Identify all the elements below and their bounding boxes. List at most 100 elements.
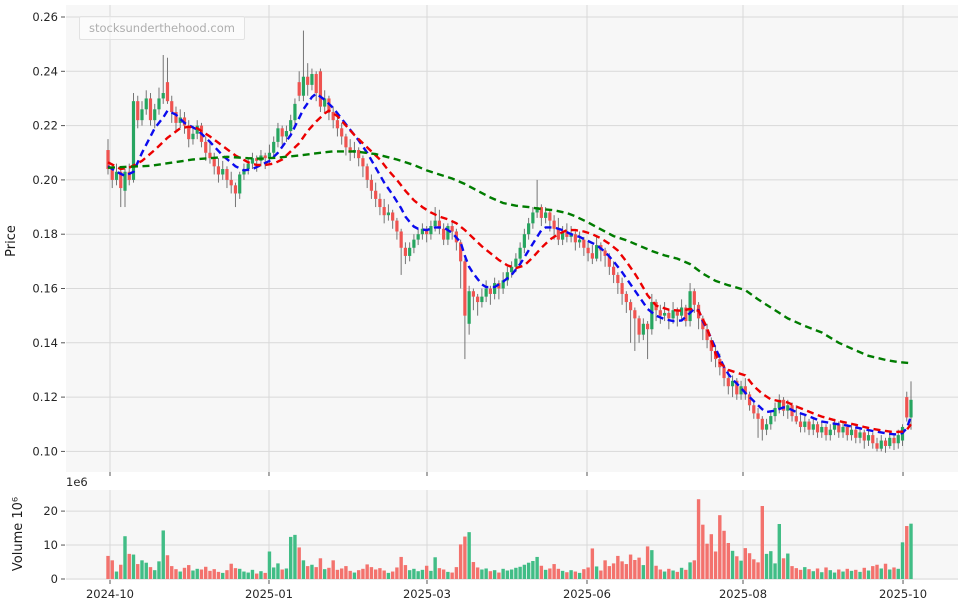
candle-body bbox=[671, 310, 675, 319]
candle-body bbox=[752, 405, 756, 414]
volume-bar bbox=[824, 567, 828, 579]
candle bbox=[866, 429, 871, 446]
volume-bar bbox=[344, 566, 348, 579]
candle-body bbox=[662, 312, 667, 316]
price-tick-label: 0.16 bbox=[32, 282, 58, 296]
candle-body bbox=[459, 242, 463, 262]
candle bbox=[114, 163, 119, 186]
candle-body bbox=[875, 443, 879, 449]
volume-bar bbox=[416, 571, 420, 579]
volume-bar bbox=[743, 548, 748, 579]
volume-bar bbox=[182, 567, 187, 579]
candle-body bbox=[811, 424, 815, 430]
volume-bar bbox=[174, 569, 178, 579]
candle-body bbox=[276, 128, 280, 142]
candle-body bbox=[284, 131, 289, 137]
candle-body bbox=[476, 296, 480, 303]
candle bbox=[157, 87, 161, 115]
volume-bar bbox=[535, 556, 539, 579]
candle-body bbox=[425, 228, 429, 235]
candle-body bbox=[539, 207, 543, 218]
candle-body bbox=[645, 323, 650, 330]
volume-bar bbox=[386, 572, 391, 579]
candles-layer bbox=[106, 30, 913, 453]
volume-bar bbox=[909, 523, 913, 579]
candle-body bbox=[161, 93, 165, 99]
candle bbox=[828, 424, 832, 441]
volume-bar bbox=[382, 570, 386, 579]
volume-bar bbox=[170, 566, 174, 579]
volume-bar bbox=[675, 571, 680, 579]
candle-body bbox=[136, 101, 140, 121]
candle bbox=[314, 71, 318, 102]
volume-tick-label: 0 bbox=[51, 572, 58, 586]
candle bbox=[463, 258, 467, 360]
volume-bar bbox=[484, 568, 488, 579]
candle-body bbox=[628, 302, 633, 311]
candle bbox=[611, 261, 616, 284]
candle-body bbox=[849, 429, 854, 436]
candle-body bbox=[267, 152, 272, 159]
candle-body bbox=[484, 288, 488, 297]
volume-bar bbox=[191, 570, 195, 579]
candle-body bbox=[420, 228, 425, 235]
volume-bar bbox=[577, 572, 582, 579]
candle bbox=[280, 125, 284, 145]
volume-bar bbox=[607, 566, 612, 579]
volume-bar bbox=[905, 526, 909, 579]
volume-bar bbox=[276, 563, 280, 579]
volume-bar bbox=[157, 561, 161, 579]
candle bbox=[888, 432, 892, 449]
volume-bar bbox=[514, 567, 518, 579]
candle bbox=[374, 182, 378, 208]
candle-body bbox=[191, 133, 195, 140]
price-tick-label: 0.14 bbox=[32, 336, 58, 350]
volume-bar bbox=[327, 567, 331, 579]
candle-body bbox=[590, 253, 594, 259]
candle-body bbox=[471, 291, 475, 297]
candle bbox=[233, 182, 238, 208]
volume-bar bbox=[263, 572, 267, 579]
candle bbox=[616, 272, 620, 294]
volume-bar bbox=[560, 570, 565, 579]
candle bbox=[756, 407, 760, 438]
volume-bar bbox=[628, 554, 633, 579]
candle bbox=[624, 291, 628, 313]
volume-bar bbox=[271, 567, 276, 579]
candle bbox=[522, 228, 526, 254]
candle bbox=[344, 133, 348, 156]
volume-bar bbox=[204, 566, 208, 579]
volume-bar bbox=[569, 570, 573, 579]
candle bbox=[641, 318, 645, 341]
candle-body bbox=[306, 76, 310, 85]
candle bbox=[459, 239, 463, 289]
candle bbox=[391, 209, 395, 229]
candle-body bbox=[301, 76, 306, 96]
candle bbox=[764, 418, 769, 436]
candle bbox=[858, 426, 862, 444]
volume-bar bbox=[352, 572, 357, 579]
volume-bar bbox=[603, 560, 607, 579]
candle-body bbox=[701, 318, 705, 330]
volume-bar bbox=[879, 568, 883, 579]
volume-bar bbox=[582, 569, 586, 579]
candle-body bbox=[233, 185, 238, 194]
volume-bar bbox=[590, 548, 595, 579]
candle bbox=[849, 424, 854, 441]
candle-body bbox=[148, 98, 153, 121]
candle-body bbox=[391, 212, 395, 221]
volume-bar bbox=[267, 551, 272, 579]
candle-body bbox=[480, 296, 484, 303]
candle-body bbox=[828, 429, 832, 436]
volume-bar bbox=[255, 573, 259, 579]
candle bbox=[221, 160, 225, 180]
volume-bar bbox=[701, 524, 705, 579]
candle bbox=[119, 169, 123, 208]
volume-bar bbox=[798, 569, 803, 579]
candle-body bbox=[607, 255, 611, 267]
candle-body bbox=[641, 323, 645, 335]
candle bbox=[645, 321, 650, 360]
volume-bar bbox=[369, 567, 374, 579]
candle bbox=[131, 93, 136, 183]
candle-body bbox=[841, 426, 845, 433]
